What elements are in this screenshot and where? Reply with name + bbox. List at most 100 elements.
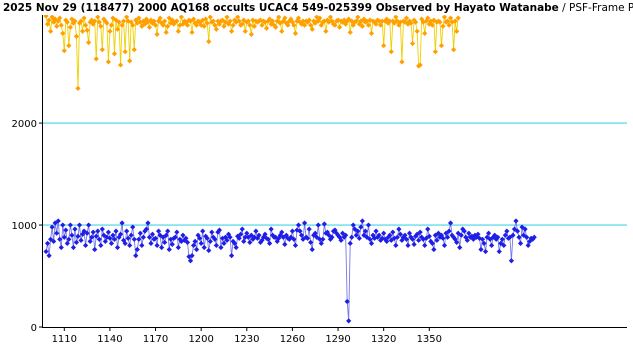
data-point-comparison <box>190 16 197 22</box>
data-point-target <box>516 234 522 240</box>
data-point-target <box>475 231 481 237</box>
data-point-target <box>130 224 136 230</box>
data-point-target <box>146 234 153 240</box>
data-point-comparison <box>111 51 118 57</box>
data-point-target <box>365 222 372 228</box>
data-point-target <box>134 246 140 253</box>
data-point-target <box>128 232 134 238</box>
data-point-target <box>426 233 432 239</box>
data-point-comparison <box>124 14 130 20</box>
data-point-target <box>67 222 73 228</box>
data-point-comparison <box>166 15 172 21</box>
data-point-comparison <box>201 23 207 29</box>
data-point-target <box>247 239 253 245</box>
data-point-comparison <box>121 18 127 24</box>
data-point-target <box>454 239 460 245</box>
data-point-target <box>379 235 385 241</box>
data-point-target <box>384 238 390 244</box>
data-point-target <box>82 242 89 249</box>
data-point-target <box>338 237 344 243</box>
data-point-target <box>329 234 335 240</box>
data-point-comparison <box>425 15 431 21</box>
data-point-comparison <box>399 59 405 65</box>
data-point-target <box>405 242 411 249</box>
data-point-target <box>227 234 233 240</box>
data-point-comparison <box>447 15 454 21</box>
data-point-target <box>463 234 469 240</box>
data-point-target <box>192 238 198 244</box>
data-point-comparison <box>206 38 212 45</box>
data-point-comparison <box>282 15 288 21</box>
data-point-comparison <box>270 18 276 24</box>
data-point-comparison <box>280 18 286 24</box>
data-point-target <box>107 235 113 241</box>
data-point-comparison <box>73 33 80 40</box>
data-point-target <box>60 222 66 228</box>
data-point-target <box>66 236 72 242</box>
x-tick-label: 1230 <box>234 334 259 345</box>
data-point-target <box>218 244 224 251</box>
data-point-comparison <box>75 85 81 92</box>
y-tick-label: 1000 <box>12 221 37 232</box>
data-point-target <box>224 237 230 243</box>
data-point-target <box>114 244 121 251</box>
data-point-comparison <box>131 47 137 53</box>
data-point-target <box>213 242 219 249</box>
data-point-target <box>55 218 61 224</box>
data-point-target <box>282 241 288 248</box>
data-point-comparison <box>311 18 317 24</box>
data-point-target <box>361 232 367 238</box>
data-point-target <box>466 230 472 236</box>
data-point-comparison <box>367 17 373 23</box>
data-point-target <box>406 230 413 236</box>
data-point-target <box>198 240 204 246</box>
data-point-target <box>98 242 104 249</box>
data-point-target <box>127 242 133 249</box>
data-point-target <box>270 232 276 238</box>
series-comparison <box>43 13 461 92</box>
data-point-comparison <box>288 16 294 22</box>
data-point-target <box>417 229 423 235</box>
data-point-target <box>162 239 168 245</box>
data-point-target <box>356 235 362 241</box>
data-point-comparison <box>308 22 314 28</box>
data-point-target <box>504 228 510 234</box>
data-point-target <box>279 229 285 235</box>
data-point-target <box>340 230 346 236</box>
data-point-comparison <box>387 18 393 24</box>
data-point-comparison <box>371 19 378 25</box>
data-point-comparison <box>259 22 265 28</box>
data-point-comparison <box>265 18 271 24</box>
data-point-comparison <box>160 22 166 28</box>
data-point-target <box>58 244 64 251</box>
data-point-comparison <box>81 15 87 21</box>
data-point-target <box>86 222 92 228</box>
data-point-comparison <box>356 21 362 27</box>
data-point-comparison <box>378 22 384 28</box>
data-point-target <box>517 240 524 246</box>
data-point-comparison <box>61 48 67 54</box>
data-point-comparison <box>437 19 443 25</box>
data-point-comparison <box>101 16 107 22</box>
data-point-target <box>57 236 63 242</box>
data-point-comparison <box>361 16 367 22</box>
data-point-comparison <box>79 28 86 34</box>
data-point-target <box>493 236 499 242</box>
data-point-target <box>201 244 207 251</box>
data-point-comparison <box>413 19 419 25</box>
data-point-target <box>209 229 215 235</box>
data-point-target <box>298 232 305 238</box>
data-point-comparison <box>98 23 104 29</box>
data-point-target <box>312 230 318 236</box>
data-point-target <box>524 234 530 240</box>
data-point-comparison <box>394 18 400 24</box>
data-point-target <box>152 235 159 241</box>
data-point-target <box>169 241 175 248</box>
data-point-target <box>84 230 90 236</box>
data-point-target <box>394 234 400 240</box>
chart-title-main: 2025 Nov 29 (118477) 2000 AQ168 occults … <box>3 2 559 14</box>
data-point-target <box>189 253 195 259</box>
data-point-target <box>241 238 247 244</box>
data-point-target <box>149 231 156 237</box>
data-point-target <box>291 236 297 242</box>
